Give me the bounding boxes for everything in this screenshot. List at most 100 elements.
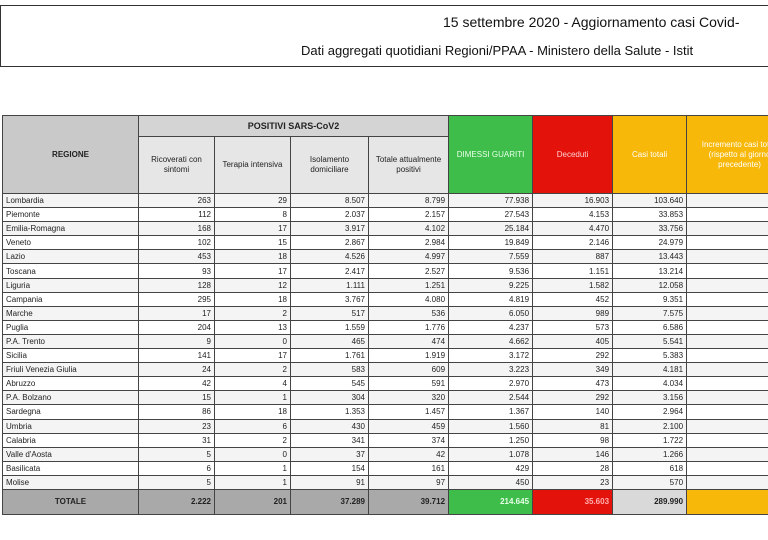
cell: 1.560 bbox=[448, 418, 534, 434]
cell: 93 bbox=[138, 263, 215, 279]
cell: 4.662 bbox=[448, 333, 534, 350]
cell: 15 bbox=[138, 390, 215, 406]
cell: 1.111 bbox=[290, 277, 369, 293]
region-row: Lombardia 263 29 8.507 8.799 77.938 16.903 103.… bbox=[2, 192, 768, 209]
cell: 7.559 bbox=[448, 249, 534, 265]
cell: 8 bbox=[214, 207, 291, 223]
region-name: Marche bbox=[2, 305, 139, 321]
cell: 18 bbox=[214, 291, 291, 307]
title: 15 settembre 2020 - Aggiornamento casi C… bbox=[443, 14, 740, 30]
cell: 3.156 bbox=[612, 390, 688, 406]
cell: 168 bbox=[138, 221, 215, 237]
cell: 112 bbox=[138, 207, 215, 223]
cell: 2.964 bbox=[612, 404, 688, 420]
column-header: Incremento casi totali (rispetto al gior… bbox=[686, 115, 768, 194]
cell: 0 bbox=[214, 333, 291, 350]
cell: 573 bbox=[532, 319, 614, 335]
cell: 459 bbox=[367, 418, 450, 434]
cell: 2.527 bbox=[367, 263, 450, 279]
region-name: Basilicata bbox=[2, 460, 139, 476]
cell: 465 bbox=[290, 333, 369, 350]
cell: 33.756 bbox=[612, 221, 688, 237]
cell: 452 bbox=[532, 291, 614, 307]
cell: 136 bbox=[686, 291, 768, 307]
cell: 28 bbox=[532, 460, 614, 476]
cell: 6 bbox=[214, 418, 291, 434]
cell: 887 bbox=[532, 249, 614, 265]
cell: 23 bbox=[532, 474, 614, 490]
cell: 41 bbox=[686, 263, 768, 279]
region-name: Toscana bbox=[2, 263, 139, 279]
cell: 474 bbox=[367, 333, 450, 350]
header-row: REGIONE POSITIVI SARS-CoV2 DIMESSI GUARITI… bbox=[2, 115, 768, 194]
cell: 1.559 bbox=[290, 319, 369, 335]
cell: 22 bbox=[686, 418, 768, 434]
cell: 77 bbox=[686, 348, 768, 364]
cell: 204 bbox=[138, 319, 215, 335]
cell: 31 bbox=[138, 432, 215, 448]
cell: 37 bbox=[290, 446, 369, 462]
cell: 115 bbox=[686, 235, 768, 251]
cell: 1 bbox=[686, 474, 768, 490]
cell: 24.979 bbox=[612, 235, 688, 251]
region-row: Piemonte11282.0372.15727.5434.15333.8533… bbox=[2, 207, 768, 223]
cell: 2.157 bbox=[367, 207, 450, 223]
region-row: Basilicata61154161429286185 bbox=[2, 460, 768, 476]
column-header: Deceduti bbox=[532, 115, 614, 194]
column-header: Casi totali bbox=[612, 115, 688, 194]
cell: 517 bbox=[290, 305, 369, 321]
cell: 20 bbox=[686, 333, 768, 350]
cell: 453 bbox=[138, 249, 215, 265]
column-header: Isolamento domiciliare bbox=[290, 136, 369, 194]
cell: 2.100 bbox=[612, 418, 688, 434]
cell: 4.181 bbox=[612, 362, 688, 378]
region-name: Abruzzo bbox=[2, 376, 139, 392]
cell: 16.903 bbox=[532, 192, 614, 209]
cell: 17 bbox=[214, 221, 291, 237]
region-name: Liguria bbox=[2, 277, 139, 293]
cell: 545 bbox=[290, 376, 369, 392]
cell: 430 bbox=[290, 418, 369, 434]
cell: 2 bbox=[214, 305, 291, 321]
cell: 141 bbox=[138, 348, 215, 364]
header-row: Ricoverati con sintomi Terapia intensiva I… bbox=[3, 136, 768, 194]
cell: 320 bbox=[367, 390, 450, 406]
cell: 2 bbox=[214, 362, 291, 378]
cell: 450 bbox=[448, 474, 534, 490]
cell: 18 bbox=[214, 404, 291, 420]
cell: 9 bbox=[138, 333, 215, 350]
cell: 4 bbox=[686, 432, 768, 448]
cell: 1.761 bbox=[290, 348, 369, 364]
cell: 154 bbox=[290, 460, 369, 476]
region-name: Sardegna bbox=[2, 404, 139, 420]
cell: 1 bbox=[214, 390, 291, 406]
region-name: Piemonte bbox=[2, 207, 139, 223]
cell: 6.050 bbox=[448, 305, 534, 321]
cell: 18 bbox=[214, 249, 291, 265]
cell: 4.237 bbox=[448, 319, 534, 335]
cell: 6.586 bbox=[612, 319, 688, 335]
cell: 21 bbox=[686, 390, 768, 406]
cell: 29 bbox=[214, 192, 291, 209]
cell: 263 bbox=[138, 192, 215, 209]
total-cell: 289.990 bbox=[612, 488, 688, 515]
cell: 125 bbox=[686, 221, 768, 237]
cell: 7.575 bbox=[612, 305, 688, 321]
cell: 81 bbox=[532, 418, 614, 434]
cell: 98 bbox=[532, 432, 614, 448]
region-row: Molise519197450235701 bbox=[2, 474, 768, 490]
cell: 33.853 bbox=[612, 207, 688, 223]
cell: 4.153 bbox=[532, 207, 614, 223]
cell: 18 bbox=[686, 376, 768, 392]
cell: 77.938 bbox=[448, 192, 534, 209]
cell: 4.102 bbox=[367, 221, 450, 237]
cell: 2.867 bbox=[290, 235, 369, 251]
cell: 9.536 bbox=[448, 263, 534, 279]
